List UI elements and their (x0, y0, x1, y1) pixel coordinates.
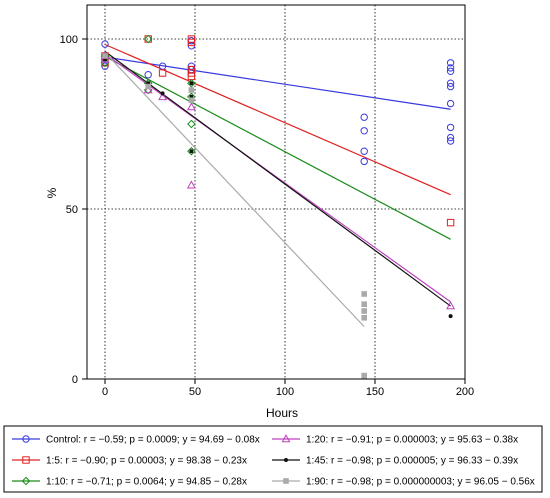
point-control (446, 133, 455, 142)
point-1-5 (158, 69, 167, 77)
point-1-10 (100, 58, 110, 68)
point-control (446, 59, 455, 67)
fit-line-1-10 (104, 55, 451, 240)
point-1-5 (187, 38, 196, 47)
data-points (100, 34, 456, 379)
legend-item-1-20: 1:20: r = −0.91; p = 0.000003; y = 95.63… (272, 434, 518, 446)
legend-label-1-20: 1:20: r = −0.91; p = 0.000003; y = 95.63… (306, 435, 518, 446)
point-control (446, 123, 455, 132)
legend-label-1-90: 1:90: r = −0.98; p = 0.000000003; y = 96… (306, 477, 535, 488)
y-axis-label: % (45, 187, 59, 198)
x-tick-label: 100 (276, 386, 294, 398)
point-1-20 (186, 102, 196, 111)
point-1-90 (188, 97, 195, 103)
legend-label-1-10: 1:10: r = −0.71; p = 0.0064; y = 94.85 −… (46, 477, 247, 488)
legend-item-1-5: 1:5: r = −0.90; p = 0.00003; y = 98.38 −… (12, 456, 247, 467)
fit-line-control (104, 56, 451, 110)
point-control (101, 40, 109, 48)
point-1-90 (361, 372, 367, 379)
point-1-20 (446, 301, 456, 310)
point-1-20 (186, 180, 196, 189)
point-1-45 (160, 91, 165, 96)
legend-label-1-45: 1:45: r = −0.98; p = 0.000005; y = 96.33… (306, 456, 518, 467)
point-control (446, 99, 455, 108)
point-1-90 (188, 87, 195, 93)
legend-marker-1-5 (22, 456, 30, 464)
x-tick-label: 150 (366, 386, 384, 398)
point-control (360, 127, 368, 135)
point-1-45 (189, 81, 194, 86)
point-1-20 (158, 91, 168, 101)
point-1-45 (189, 149, 194, 154)
point-control (446, 79, 455, 87)
legend-item-1-10: 1:10: r = −0.71; p = 0.0064; y = 94.85 −… (12, 477, 247, 488)
legend-marker-1-10 (21, 476, 31, 486)
legend-item-1-45: 1:45: r = −0.98; p = 0.000005; y = 96.33… (272, 456, 518, 467)
axis-ticks: 0 50 100 150 200 0 50 100 (60, 34, 475, 398)
y-tick-label: 50 (66, 204, 78, 216)
legend-marker-1-90 (283, 478, 289, 484)
point-1-90 (361, 301, 367, 307)
fit-line-1-90 (104, 52, 365, 328)
legend: Control: r = −0.59; p = 0.0009; y = 94.6… (3, 425, 543, 493)
point-control (446, 67, 455, 76)
point-1-10 (187, 78, 196, 88)
legend-item-1-90: 1:90: r = −0.98; p = 0.000000003; y = 96… (272, 477, 535, 488)
point-control (446, 137, 455, 145)
legend-label-control: Control: r = −0.59; p = 0.0009; y = 94.6… (46, 435, 260, 446)
point-1-90 (361, 291, 367, 297)
point-control (360, 157, 368, 166)
point-control (360, 147, 368, 155)
y-tick-label: 100 (60, 34, 78, 46)
legend-marker-1-45 (284, 458, 288, 462)
x-tick-label: 0 (102, 386, 108, 398)
point-control (144, 71, 152, 79)
point-1-10 (187, 119, 196, 129)
y-tick-label: 0 (72, 374, 78, 386)
plot-frame (86, 4, 466, 380)
legend-marker-control (22, 435, 30, 443)
point-1-45 (448, 314, 453, 319)
point-control (446, 82, 455, 91)
x-axis-label: Hours (266, 406, 298, 420)
point-1-10 (187, 146, 196, 156)
point-1-90 (361, 315, 367, 321)
point-1-90 (145, 83, 151, 90)
point-1-20 (143, 85, 153, 94)
x-tick-label: 200 (456, 386, 474, 398)
point-1-90 (102, 53, 108, 59)
point-1-5 (446, 218, 455, 227)
point-control (360, 113, 368, 121)
legend-item-control: Control: r = −0.59; p = 0.0009; y = 94.6… (12, 435, 260, 446)
legend-marker-1-20 (281, 434, 291, 443)
x-tick-label: 50 (189, 386, 201, 398)
point-1-10 (143, 34, 153, 44)
legend-label-1-5: 1:5: r = −0.90; p = 0.00003; y = 98.38 −… (46, 456, 247, 467)
point-control (446, 64, 455, 72)
point-1-90 (361, 308, 367, 314)
